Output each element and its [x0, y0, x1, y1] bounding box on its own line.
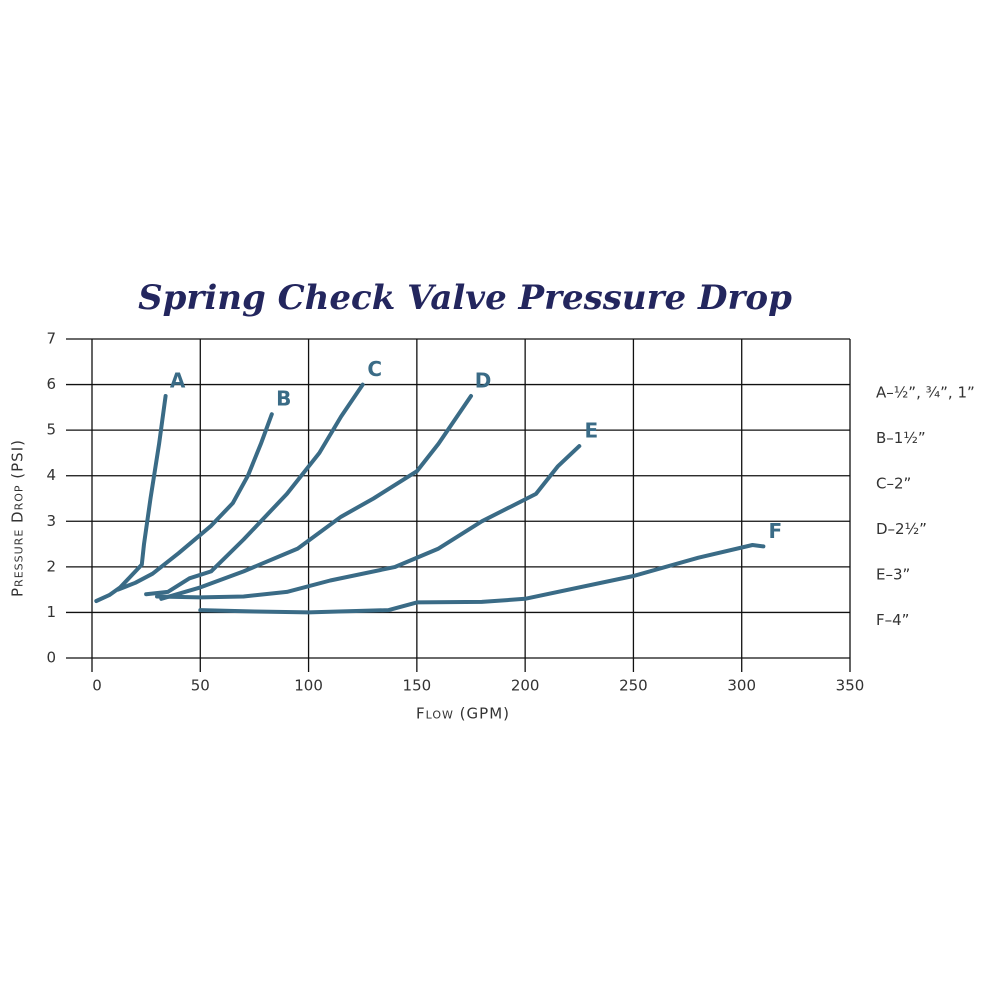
line — [94, 394, 168, 603]
legend-entry: A–½”, ¾”, 1” — [876, 384, 975, 402]
line — [159, 394, 473, 601]
legend-entry: D–2½” — [876, 520, 927, 538]
y-tick-label: 6 — [46, 375, 56, 393]
line-label: C — [367, 357, 382, 381]
line-label: B — [276, 387, 291, 411]
y-tick-label: 2 — [46, 557, 56, 575]
y-axis-label: Pressure Drop (PSI) — [9, 439, 27, 597]
x-tick-label: 300 — [727, 677, 756, 695]
x-axis-label: Flow (GPM) — [416, 705, 510, 723]
y-tick-label: 1 — [46, 603, 56, 621]
x-tick-label: 50 — [191, 677, 210, 695]
x-tick-label: 350 — [836, 677, 865, 695]
x-tick-label: 250 — [619, 677, 648, 695]
chart-title: Spring Check Valve Pressure Drop — [138, 278, 792, 318]
y-tick-label: 0 — [46, 649, 56, 667]
line-label: D — [475, 368, 492, 392]
y-tick-label: 5 — [46, 421, 56, 439]
x-tick-label: 200 — [511, 677, 540, 695]
y-tick-label: 7 — [46, 330, 56, 348]
legend-entry: E–3” — [876, 566, 910, 584]
x-tick-label: 150 — [403, 677, 432, 695]
x-tick-label: 0 — [92, 677, 102, 695]
line — [198, 543, 766, 615]
line — [155, 444, 582, 600]
line-label: F — [769, 519, 783, 543]
x-tick-label: 100 — [294, 677, 323, 695]
legend-entry: B–1½” — [876, 429, 926, 447]
legend-entry: F–4” — [876, 611, 909, 629]
line — [144, 382, 365, 597]
legend-entry: C–2” — [876, 475, 911, 493]
line-label: E — [584, 419, 598, 443]
y-tick-label: 3 — [46, 512, 56, 530]
y-tick-label: 4 — [46, 466, 56, 484]
line — [116, 412, 274, 592]
line-label: A — [170, 368, 186, 392]
